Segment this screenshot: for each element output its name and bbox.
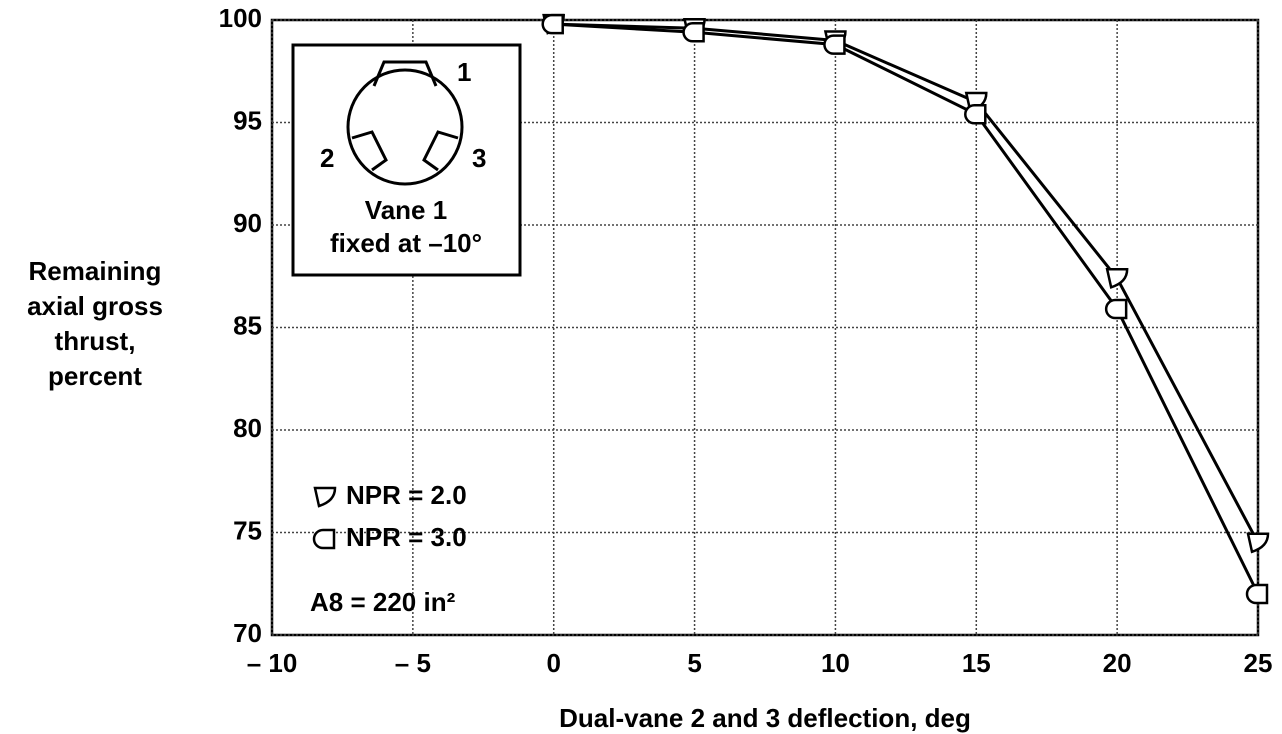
legend-label: NPR = 2.0 [346, 480, 467, 510]
series-line [554, 24, 1258, 543]
y-axis-label: percent [48, 361, 142, 391]
marker [684, 23, 704, 41]
x-tick-label: 5 [687, 648, 701, 678]
marker [1107, 269, 1127, 287]
vane-label: 3 [472, 143, 486, 173]
y-tick-label: 90 [233, 208, 262, 238]
legend-marker [314, 530, 334, 548]
x-tick-label: – 5 [395, 648, 431, 678]
x-axis-label: Dual-vane 2 and 3 deflection, deg [559, 703, 971, 733]
page: 70 75 80 85 90 95 100 – 10 – 5 0 5 10 15 20 25 NPR = 2.… [0, 0, 1282, 734]
legend-marker [315, 488, 335, 506]
vane-label: 1 [457, 57, 471, 87]
y-axis-label: axial gross [27, 291, 163, 321]
chart: 70 75 80 85 90 95 100 – 10 – 5 0 5 10 15 20 25 NPR = 2.… [0, 0, 1282, 734]
marker [824, 36, 844, 54]
annotation: A8 = 220 in² [310, 587, 456, 617]
marker [1248, 534, 1268, 552]
marker [965, 105, 985, 123]
y-tick-label: 85 [233, 310, 262, 340]
y-tick-label: 80 [233, 413, 262, 443]
marker [543, 15, 563, 33]
y-axis-label: thrust, [55, 326, 136, 356]
y-tick-label: 100 [219, 3, 262, 33]
inset-caption: fixed at –10° [330, 228, 482, 258]
marker [1106, 300, 1126, 318]
y-axis-label: Remaining [29, 256, 162, 286]
marker [1247, 585, 1267, 603]
vane-label: 2 [320, 143, 334, 173]
x-tick-label: 15 [962, 648, 991, 678]
inset: 1 2 3 Vane 1 fixed at –10° [293, 45, 520, 275]
y-tick-label: 75 [233, 515, 262, 545]
x-tick-label: 0 [546, 648, 560, 678]
x-tick-label: 10 [821, 648, 850, 678]
legend-label: NPR = 3.0 [346, 522, 467, 552]
y-tick-label: 95 [233, 105, 262, 135]
x-tick-label: 20 [1103, 648, 1132, 678]
x-tick-label: 25 [1244, 648, 1273, 678]
y-tick-label: 70 [233, 618, 262, 648]
inset-caption: Vane 1 [365, 195, 447, 225]
series-line [554, 24, 1258, 594]
x-tick-label: – 10 [247, 648, 298, 678]
